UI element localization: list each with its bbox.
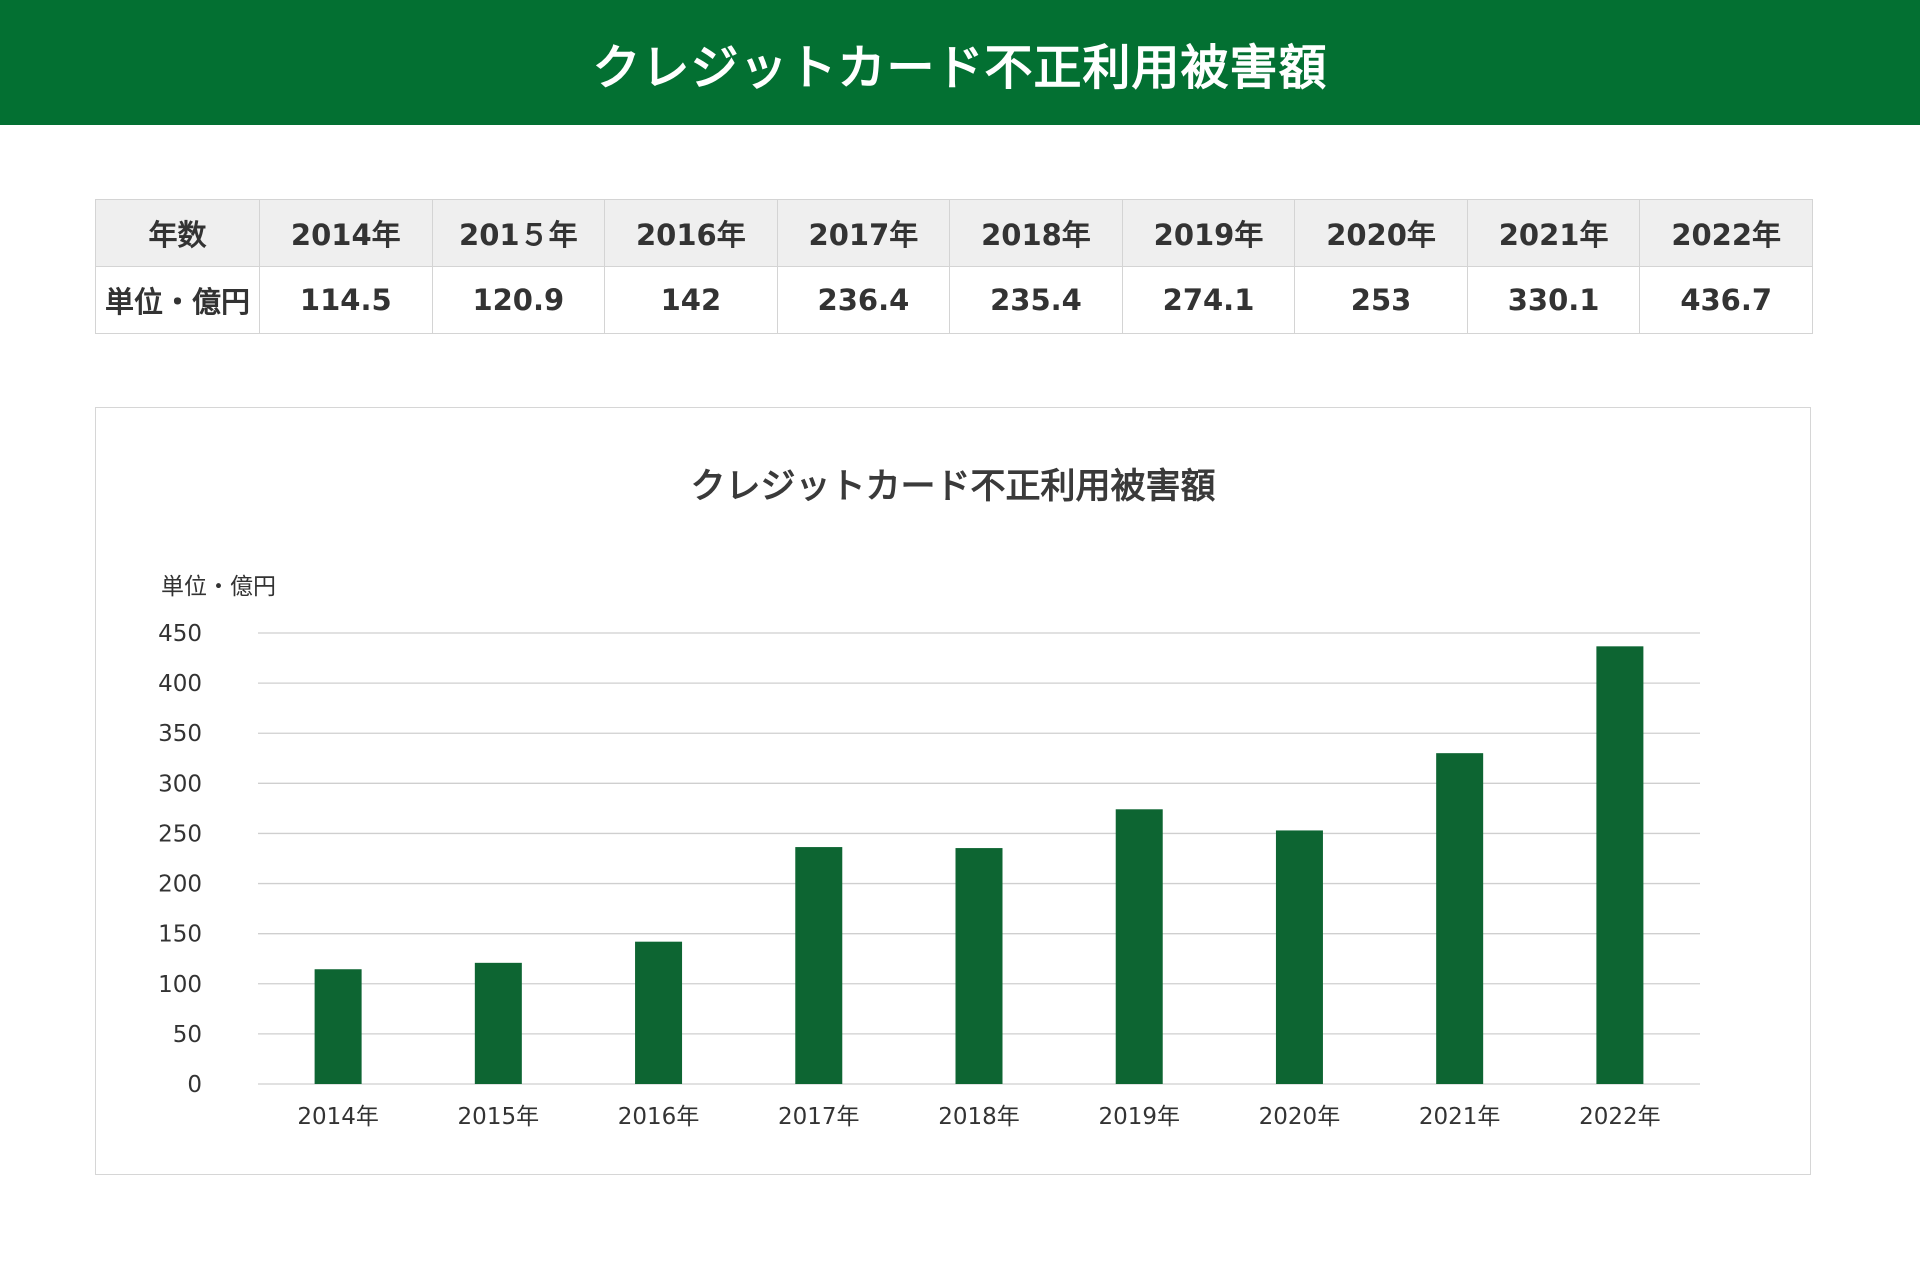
y-axis-ticks: 0 50 100 150 200 250 300 350 400 450 — [158, 621, 202, 1098]
bar-2021年 — [1436, 753, 1484, 1084]
table-value-row: 単位・億円 114.5 120.9 142 236.4 235.4 274.1 … — [95, 266, 1813, 334]
x-tick-label: 2017年 — [778, 1104, 860, 1130]
chart-title: クレジットカード不正利用被害額 — [690, 467, 1215, 507]
y-tick-label: 350 — [158, 721, 202, 747]
x-tick-label: 2020年 — [1259, 1104, 1341, 1130]
y-axis-unit-label: 単位・億円 — [161, 574, 276, 600]
bar-2015年 — [474, 962, 522, 1084]
table-row-label-years: 年数 — [95, 199, 260, 267]
bar-2018年 — [955, 848, 1003, 1084]
table-year-cell: 2022年 — [1639, 199, 1813, 267]
table-year-cell: 2016年 — [604, 199, 778, 267]
bar-2014年 — [314, 969, 362, 1084]
table-year-cell: 2018年 — [949, 199, 1123, 267]
bar-2016年 — [635, 941, 683, 1084]
table-value-cell: 330.1 — [1466, 266, 1641, 334]
page-title: クレジットカード不正利用被害額 — [592, 39, 1328, 96]
table-value-cell: 235.4 — [949, 266, 1123, 334]
y-tick-label: 450 — [158, 621, 202, 647]
bar-2017年 — [795, 847, 843, 1084]
y-tick-label: 50 — [173, 1022, 202, 1048]
bar-2020年 — [1275, 830, 1323, 1084]
data-table: 年数 2014年 201５年 2016年 2017年 2018年 2019年 2… — [95, 199, 1813, 334]
bars — [314, 646, 1644, 1084]
bar-chart: クレジットカード不正利用被害額 単位・億円 0 50 100 150 200 250 300… — [158, 467, 1700, 1130]
table-value-cell: 274.1 — [1121, 266, 1296, 334]
chart-container: クレジットカード不正利用被害額 単位・億円 0 50 100 150 200 250 300… — [95, 407, 1811, 1175]
y-tick-label: 300 — [158, 771, 202, 797]
table-year-cell: 2021年 — [1466, 199, 1641, 267]
table-value-cell: 114.5 — [259, 266, 433, 334]
bar-2019年 — [1115, 809, 1163, 1084]
y-tick-label: 150 — [158, 922, 202, 948]
y-tick-label: 0 — [187, 1072, 202, 1098]
y-tick-label: 250 — [158, 821, 202, 847]
x-tick-label: 2016年 — [618, 1104, 700, 1130]
y-tick-label: 100 — [158, 972, 202, 998]
x-tick-label: 2018年 — [938, 1104, 1020, 1130]
table-year-cell: 2017年 — [776, 199, 951, 267]
table-row-label-unit: 単位・億円 — [95, 266, 260, 334]
x-tick-label: 2021年 — [1419, 1104, 1501, 1130]
y-tick-label: 200 — [158, 872, 202, 898]
y-tick-label: 400 — [158, 671, 202, 697]
table-value-cell: 236.4 — [776, 266, 951, 334]
page-header: クレジットカード不正利用被害額 — [0, 0, 1920, 125]
table-year-cell: 2019年 — [1121, 199, 1296, 267]
x-tick-label: 2015年 — [458, 1104, 540, 1130]
table-year-cell: 2020年 — [1294, 199, 1468, 267]
x-tick-label: 2022年 — [1579, 1104, 1661, 1130]
table-year-cell: 201５年 — [431, 199, 606, 267]
table-year-cell: 2014年 — [259, 199, 433, 267]
x-tick-label: 2014年 — [297, 1104, 379, 1130]
table-value-cell: 253 — [1294, 266, 1468, 334]
bar-2022年 — [1596, 646, 1644, 1084]
table-value-cell: 436.7 — [1639, 266, 1813, 334]
table-header-row: 年数 2014年 201５年 2016年 2017年 2018年 2019年 2… — [95, 199, 1813, 267]
x-tick-label: 2019年 — [1098, 1104, 1180, 1130]
table-value-cell: 142 — [604, 266, 778, 334]
table-value-cell: 120.9 — [431, 266, 606, 334]
x-axis-labels: 2014年 2015年 2016年 2017年 2018年 2019年 2020年 2021年… — [297, 1104, 1660, 1130]
